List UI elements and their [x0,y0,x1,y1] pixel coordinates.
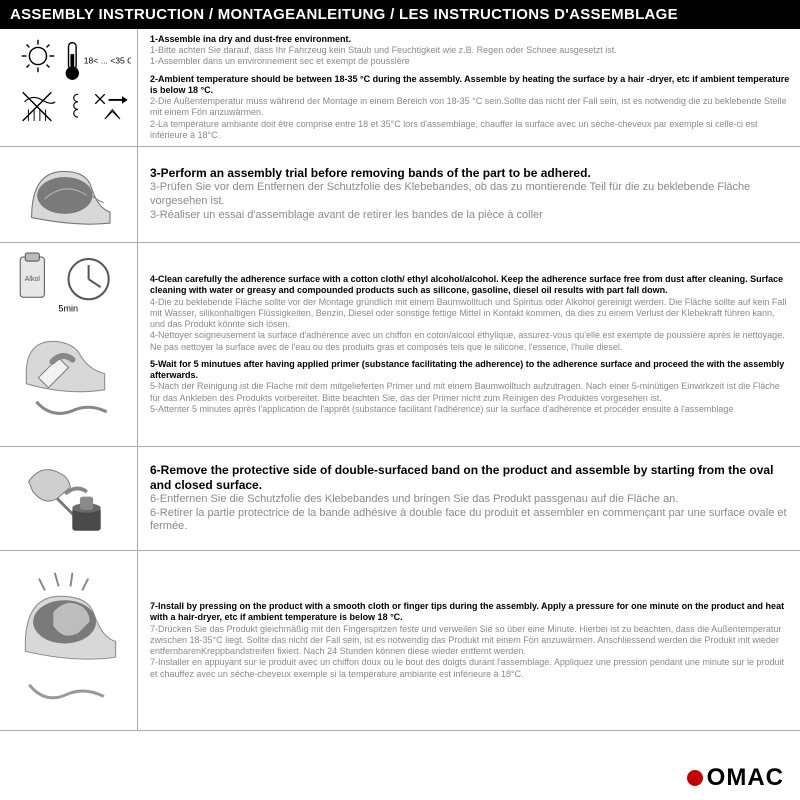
step-5-alt-fr: 5-Attenter 5 minutes après l'application… [150,404,790,415]
step-2-alt-fr: 2-La température ambiante doit être comp… [150,119,790,142]
step-text-5: 7-Install by pressing on the product wit… [138,551,800,730]
step-4-primary: 4-Clean carefully the adherence surface … [150,274,790,297]
step-3-group: 3-Perform an assembly trial before remov… [150,166,790,222]
peel-tape-icon [0,447,138,550]
step-row-2: 3-Perform an assembly trial before remov… [0,147,800,243]
step-7-group: 7-Install by pressing on the product wit… [150,601,790,680]
step-text-2: 3-Perform an assembly trial before remov… [138,147,800,242]
step-7-primary: 7-Install by pressing on the product wit… [150,601,790,624]
step-4-alt-fr: 4-Nettoyer soigneusement la surface d'ad… [150,330,790,353]
brand-dot-icon [687,770,703,786]
step-6-group: 6-Remove the protective side of double-s… [150,463,790,534]
step-6-alt-de: 6-Entfernen Sie die Schutzfolie des Kleb… [150,493,790,507]
svg-text:18< ... <35 C: 18< ... <35 C [84,56,131,66]
step-1-alt-de: 1-Bitte achten Sie darauf, dass Ihr Fahr… [150,45,790,56]
clean-wait-icon: Alkol 5min [0,243,138,446]
step-text-3: 4-Clean carefully the adherence surface … [138,243,800,446]
press-install-icon [0,551,138,730]
page-header: ASSEMBLY INSTRUCTION / MONTAGEANLEITUNG … [0,0,800,29]
step-row-5: 7-Install by pressing on the product wit… [0,551,800,731]
step-6-primary: 6-Remove the protective side of double-s… [150,463,790,493]
step-5-group: 5-Wait for 5 minutues after having appli… [150,359,790,415]
step-4-group: 4-Clean carefully the adherence surface … [150,274,790,353]
step-text-1: 1-Assemble ina dry and dust-free environ… [138,29,800,146]
step-2-primary: 2-Ambient temperature should be between … [150,74,790,97]
step-3-primary: 3-Perform an assembly trial before remov… [150,166,790,181]
step-4-alt-de: 4-Die zu beklebende Fläche sollte vor de… [150,297,790,331]
step-row-4: 6-Remove the protective side of double-s… [0,447,800,551]
step-3-alt-fr: 3-Réaliser un essai d'assemblage avant d… [150,209,790,223]
step-7-alt-fr: 7-Installer en appuyant sur le produit a… [150,657,790,680]
step-5-alt-de: 5-Nach der Reinigung ist die Flache mit … [150,381,790,404]
svg-text:Alkol: Alkol [25,276,41,283]
step-3-alt-de: 3-Prüfen Sie vor dem Entfernen der Schut… [150,181,790,209]
steps-container: 18< ... <35 C 1-Assemble ina dry [0,29,800,731]
step-text-4: 6-Remove the protective side of double-s… [138,447,800,550]
step-row-3: Alkol 5min 4-Clean carefully the adheren… [0,243,800,447]
brand-name: OMAC [707,764,784,792]
sun-thermo-icon: 18< ... <35 C [0,29,138,146]
svg-text:5min: 5min [58,303,78,313]
step-6-alt-fr: 6-Retirer la partie protectrice de la ba… [150,507,790,535]
step-1-alt-fr: 1-Assembler dans un environnement sec et… [150,56,790,67]
mirror-trial-icon [0,147,138,242]
header-title: ASSEMBLY INSTRUCTION / MONTAGEANLEITUNG … [10,6,678,23]
step-7-alt-de: 7-Drücken Sie das Produkt gleichmäßig mi… [150,624,790,658]
step-2-alt-de: 2-Die Außentemperatur muss während der M… [150,96,790,119]
footer-brand: OMAC [687,764,784,792]
step-2-group: 2-Ambient temperature should be between … [150,74,790,142]
step-1-group: 1-Assemble ina dry and dust-free environ… [150,34,790,68]
step-1-primary: 1-Assemble ina dry and dust-free environ… [150,34,790,45]
step-5-primary: 5-Wait for 5 minutues after having appli… [150,359,790,382]
step-row-1: 18< ... <35 C 1-Assemble ina dry [0,29,800,147]
